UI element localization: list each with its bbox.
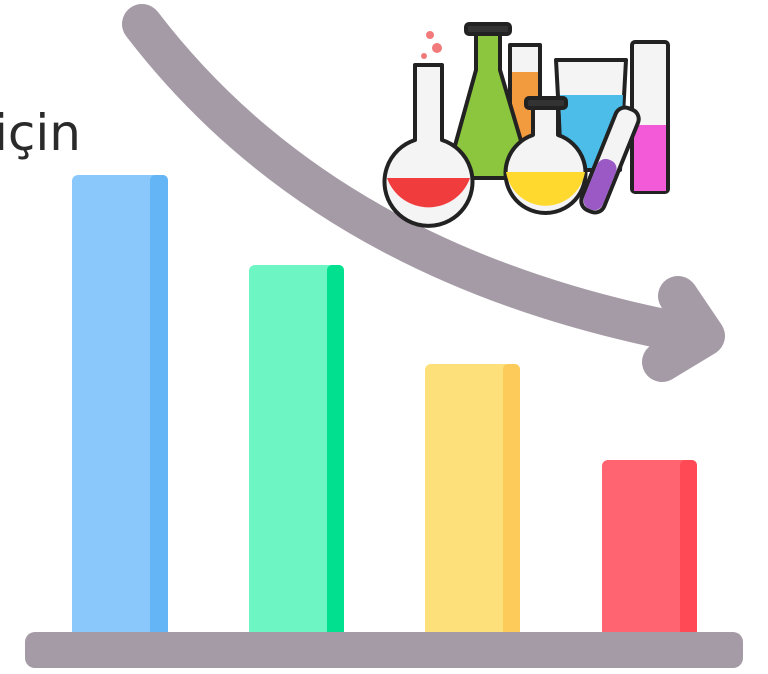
bars	[72, 175, 697, 640]
bar-green	[249, 265, 344, 640]
tube-liquid	[634, 125, 666, 191]
bubble	[432, 43, 442, 53]
flask-yellow-liquid	[506, 172, 585, 206]
bar-yellow-shade	[503, 364, 520, 640]
test-tube-liquid	[583, 158, 617, 211]
bar-yellow	[425, 364, 520, 640]
glassware	[382, 22, 670, 228]
flask-cap	[524, 96, 568, 110]
bar-red	[602, 460, 697, 640]
bubble	[421, 53, 427, 59]
arrow-head	[642, 276, 725, 382]
bar-red-shade	[680, 460, 697, 640]
bubbles	[421, 31, 442, 59]
erlenmeyer-cap	[464, 22, 512, 36]
round-flask-liquid	[387, 178, 470, 208]
bubble	[426, 31, 434, 39]
bar-green-shade	[327, 265, 344, 640]
arrow-shaft	[122, 4, 720, 356]
bar-blue	[72, 175, 168, 640]
bar-blue-shade	[150, 175, 168, 640]
base	[25, 632, 743, 668]
caption: için	[0, 104, 81, 162]
trend-arrow	[122, 4, 725, 382]
